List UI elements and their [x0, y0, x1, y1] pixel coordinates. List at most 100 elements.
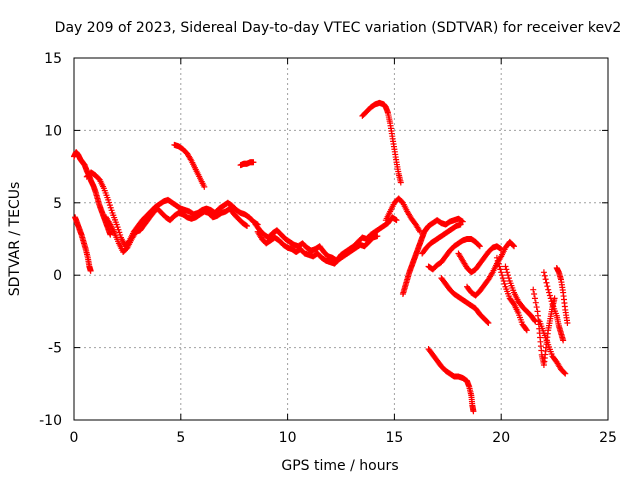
series-arc-j	[382, 195, 424, 235]
data-point	[546, 289, 553, 296]
data-point	[476, 243, 483, 250]
data-point	[475, 242, 482, 249]
data-point	[250, 159, 257, 166]
series-arc-s	[502, 263, 539, 325]
x-tick-label: 20	[492, 430, 510, 446]
chart-title: Day 209 of 2023, Sidereal Day-to-day VTE…	[55, 20, 622, 36]
data-point	[533, 304, 540, 311]
series-arc-m	[425, 236, 483, 273]
data-point	[545, 286, 552, 293]
data-point	[541, 272, 548, 279]
data-points	[71, 99, 571, 415]
data-point	[106, 202, 113, 209]
data-point	[497, 266, 504, 273]
data-point	[546, 292, 553, 299]
data-point	[564, 319, 571, 326]
data-point	[107, 204, 114, 211]
data-point	[393, 217, 400, 224]
data-point	[511, 243, 518, 250]
data-point	[496, 263, 503, 270]
data-point	[498, 269, 505, 276]
data-point	[107, 231, 114, 238]
data-point	[547, 295, 554, 302]
x-tick-label: 5	[176, 430, 185, 446]
y-tick-label: 15	[44, 51, 62, 67]
data-point	[494, 257, 501, 264]
data-point	[457, 221, 464, 228]
y-tick-labels: -10 -5 0 5 10 15	[39, 51, 62, 429]
data-point	[561, 369, 568, 376]
data-point	[543, 279, 550, 286]
data-point	[470, 408, 477, 415]
data-point	[531, 295, 538, 302]
series-arc-b	[72, 214, 94, 274]
x-axis-title: GPS time / hours	[281, 458, 398, 474]
data-point	[501, 280, 508, 287]
data-point	[548, 298, 555, 305]
data-point	[531, 291, 538, 298]
data-point	[540, 269, 547, 276]
data-point	[106, 199, 113, 206]
data-point	[562, 370, 569, 377]
data-point	[500, 277, 507, 284]
series-arc-e	[171, 141, 208, 190]
data-point	[485, 319, 492, 326]
series-arc-w	[553, 264, 571, 326]
series-arc-p	[464, 238, 518, 299]
data-point	[374, 233, 381, 240]
data-point	[523, 327, 530, 334]
x-tick-label: 25	[599, 430, 617, 446]
y-tick-label: -5	[48, 341, 62, 357]
series-arc-u	[536, 318, 569, 377]
data-point	[105, 196, 112, 203]
y-tick-label: 10	[44, 123, 62, 139]
plot-frame	[73, 57, 609, 421]
data-point	[499, 272, 506, 279]
series-arc-f	[237, 159, 257, 169]
data-point	[505, 272, 512, 279]
series-arc-n	[438, 275, 492, 326]
data-point	[522, 326, 529, 333]
series-arc-v	[540, 269, 567, 344]
series-arc-i	[359, 99, 404, 186]
data-point	[505, 275, 512, 282]
x-tick-label: 10	[279, 430, 297, 446]
data-point	[108, 207, 115, 214]
data-point	[397, 179, 404, 186]
series-arc-o	[455, 243, 505, 276]
data-point	[532, 299, 539, 306]
data-point	[503, 266, 510, 273]
data-point	[544, 283, 551, 290]
axis-ticks	[73, 57, 609, 421]
data-point	[495, 260, 502, 267]
series-arc-h	[254, 228, 381, 267]
y-tick-label: 0	[53, 268, 62, 284]
x-tick-label: 0	[70, 430, 79, 446]
data-point	[484, 319, 491, 326]
data-point	[244, 222, 251, 229]
data-point	[502, 263, 509, 270]
data-point	[87, 267, 94, 274]
data-point	[530, 286, 537, 293]
series-arc-q	[425, 346, 477, 415]
series-arc-d	[103, 205, 251, 256]
data-point	[499, 275, 506, 282]
x-tick-labels: 0 5 10 15 20 25	[70, 430, 617, 446]
x-tick-label: 15	[385, 430, 403, 446]
grid-lines	[74, 58, 608, 420]
data-point	[510, 242, 517, 249]
data-point	[560, 337, 567, 344]
series-arc-l	[419, 221, 464, 257]
data-point	[493, 254, 500, 261]
data-point	[113, 221, 120, 228]
data-point	[114, 224, 121, 231]
y-tick-label: -10	[39, 413, 62, 429]
data-point	[504, 269, 511, 276]
data-point	[115, 226, 122, 233]
y-axis-title: SDTVAR / TECUs	[7, 182, 23, 297]
y-tick-label: 5	[53, 196, 62, 212]
data-point	[542, 276, 549, 283]
series-arc-r	[493, 254, 530, 334]
data-point	[116, 229, 123, 236]
